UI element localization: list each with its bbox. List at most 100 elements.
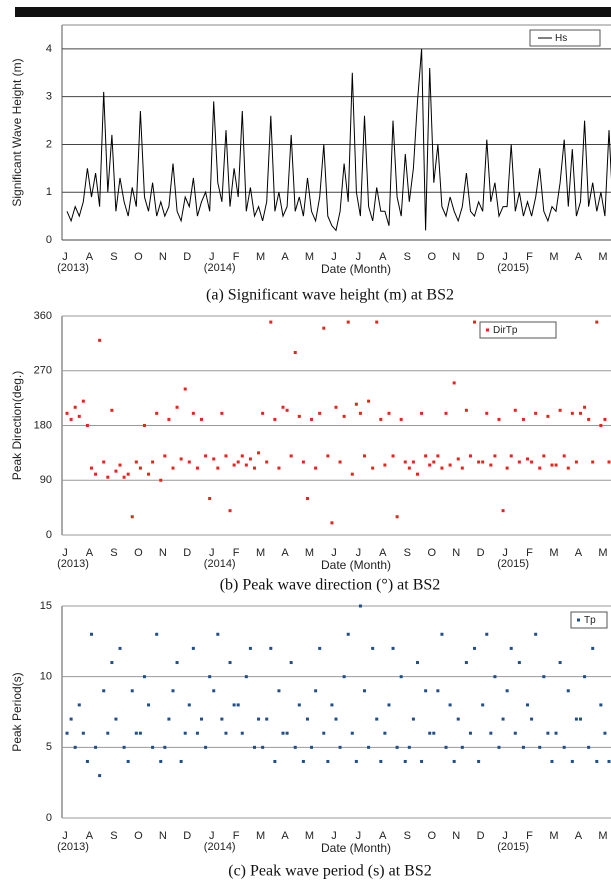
legend-swatch [577,618,580,622]
point [293,745,297,749]
point [232,463,236,467]
point [350,472,354,476]
point [578,717,582,721]
point [310,745,314,749]
point [220,717,224,721]
point [607,460,611,464]
point [468,454,472,458]
point [379,417,383,421]
x-tick-label: J [356,547,362,559]
point [521,417,525,421]
point [599,703,603,707]
point [297,703,301,707]
point [603,731,607,735]
x-tick-label: A [86,830,94,842]
point [391,454,395,458]
point [297,414,301,418]
x-tick-label: N [452,251,460,263]
point [175,661,179,665]
point [285,408,289,412]
point [570,759,574,763]
point [301,759,305,763]
point [477,759,481,763]
point [489,463,493,467]
point [277,689,281,693]
point [342,675,346,679]
point [314,466,318,470]
point [102,689,106,693]
point [375,320,379,324]
point [513,731,517,735]
point [81,731,85,735]
point [346,632,350,636]
y-tick-label: 0 [46,529,52,541]
x-tick-label: M [549,830,558,842]
point [252,745,256,749]
x-tick-label: J [331,547,337,559]
point [444,745,448,749]
x-tick-label: N [159,547,167,559]
x-tick-label: J [502,547,508,559]
point [265,460,269,464]
point [566,689,570,693]
point [574,717,578,721]
point [257,717,261,721]
point [509,454,513,458]
point [440,632,444,636]
point [118,646,122,650]
point [509,646,513,650]
point [257,451,261,455]
point [305,717,309,721]
point [424,689,428,693]
point [208,497,212,500]
point [138,731,142,735]
point [542,454,546,458]
point [538,745,542,749]
point [530,460,534,464]
x-tick-label: M [256,547,265,559]
top-rule [15,7,611,17]
point [142,424,146,427]
x-tick-label: N [159,251,167,263]
point [224,454,228,458]
x-tick-label: A [379,251,387,263]
caption: (b) Peak wave direction (°) at BS2 [220,577,441,594]
x-tick-label: J [502,251,508,263]
point [428,731,432,735]
caption: (a) Significant wave height (m) at BS2 [206,287,454,304]
x-tick-label: J [209,251,215,263]
x-year-label: (2014) [204,558,236,570]
point [391,646,395,650]
point [383,731,387,735]
point [94,472,98,476]
point [420,759,424,763]
x-year-label: (2015) [497,558,529,570]
point [134,731,138,735]
point [151,460,155,464]
point [330,703,334,707]
x-tick-label: F [526,547,533,559]
y-tick-label: 270 [34,365,52,377]
point [432,731,436,735]
point [493,454,497,458]
point [69,717,73,721]
point [98,774,102,778]
x-tick-label: F [233,251,240,263]
x-year-label: (2014) [204,262,236,274]
point [126,759,130,763]
point [163,454,167,458]
x-tick-label: D [477,251,485,263]
x-year-label: (2013) [57,841,89,853]
series-line [66,48,611,232]
point [248,457,252,461]
point [578,411,582,415]
point [85,424,89,427]
point [322,731,326,735]
point [595,759,599,763]
point [448,463,452,467]
point [538,466,542,470]
point [301,460,305,464]
point [607,759,611,763]
point [460,466,464,470]
point [195,731,199,735]
